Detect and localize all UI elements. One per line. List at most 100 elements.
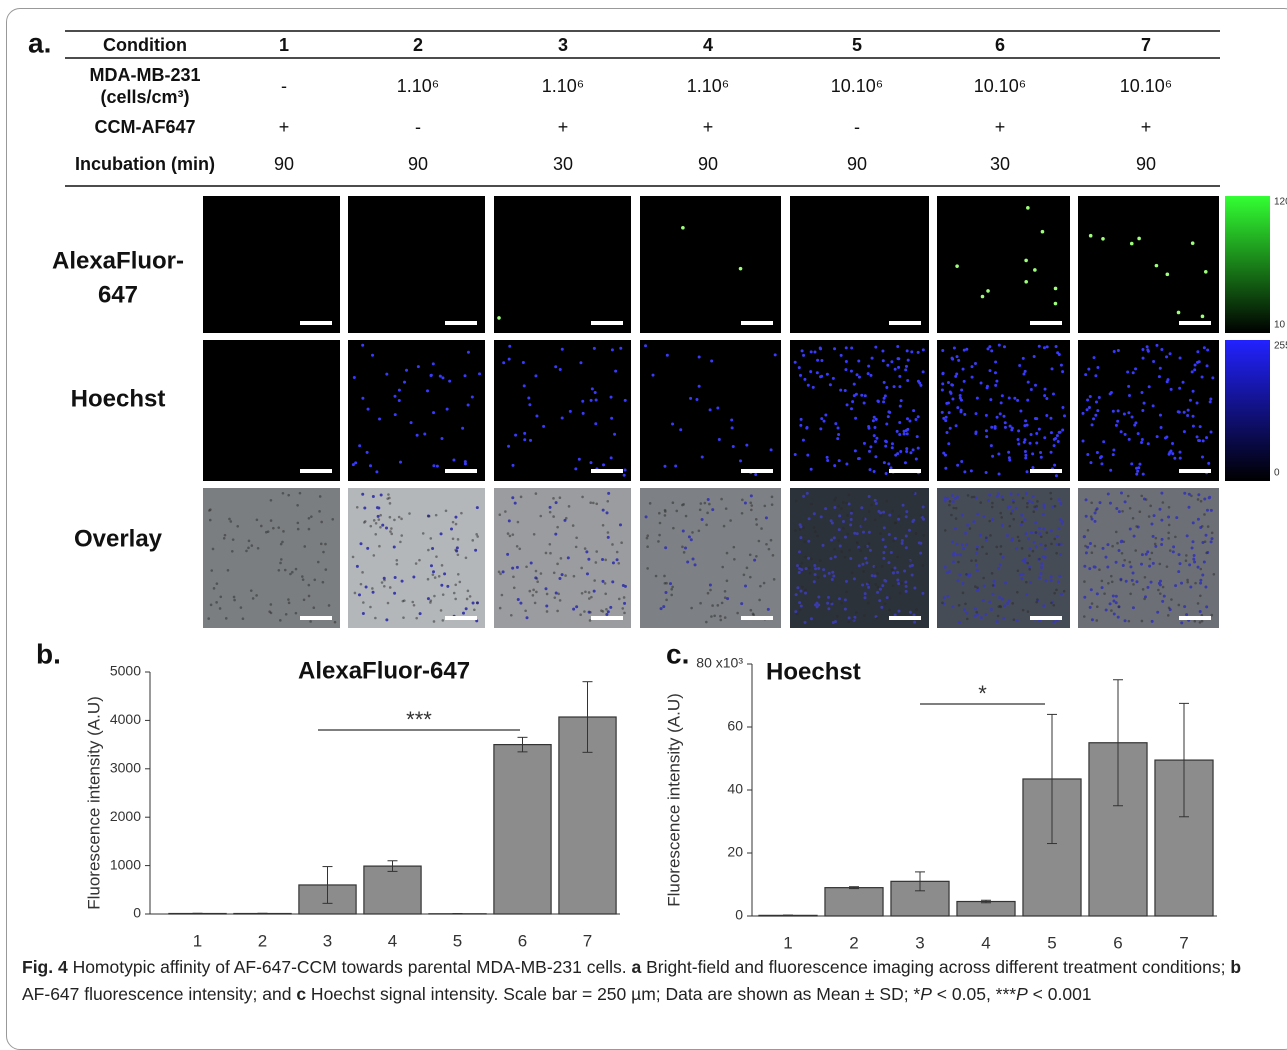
cell-dot <box>853 577 856 580</box>
cell-dot <box>281 541 284 544</box>
cell-dot <box>1129 592 1132 595</box>
cell-dot <box>578 458 581 461</box>
cell-dot <box>302 578 305 581</box>
cell-dot <box>476 506 479 509</box>
cell-dot <box>944 496 947 499</box>
table-header: 2 <box>413 35 423 55</box>
cell-dot <box>1160 519 1163 522</box>
cell-dot <box>976 397 979 400</box>
cell-dot <box>1089 542 1092 545</box>
cell-dot <box>819 347 822 350</box>
cell-dot <box>950 514 953 517</box>
cell-dot <box>850 346 853 349</box>
cell-dot <box>710 615 713 618</box>
cell-dot <box>1143 402 1146 405</box>
cell-dot <box>1196 401 1199 404</box>
cell-dot <box>1205 605 1208 608</box>
colorbar <box>1225 340 1270 481</box>
cell-dot <box>886 364 889 367</box>
table-header: 4 <box>703 35 713 55</box>
cell-dot <box>536 577 539 580</box>
cell-dot <box>303 545 306 548</box>
cell-dot <box>373 554 376 557</box>
cell-dot <box>417 365 420 368</box>
cell-dot <box>1112 449 1115 452</box>
cell-dot <box>1034 521 1037 524</box>
cell-dot <box>724 596 727 599</box>
cell-dot <box>689 397 692 400</box>
cell-dot <box>474 549 477 552</box>
cell-dot <box>536 580 539 583</box>
cell-dot <box>824 414 827 417</box>
cell-dot <box>998 473 1001 476</box>
cell-dot <box>957 561 960 564</box>
cell-dot <box>558 577 561 580</box>
cell-dot <box>398 399 401 402</box>
cell-dot <box>845 591 848 594</box>
cell-dot <box>535 591 538 594</box>
cell-dot <box>695 398 698 401</box>
cell-dot <box>911 574 914 577</box>
cell-dot <box>955 517 958 520</box>
cell-dot <box>559 599 562 602</box>
cell-dot <box>971 376 974 379</box>
cell-dot <box>1012 518 1015 521</box>
cell-dot <box>1204 540 1207 543</box>
cell-dot <box>1123 413 1126 416</box>
cell-dot <box>862 570 865 573</box>
cell-dot <box>683 551 686 554</box>
cell-dot <box>823 574 826 577</box>
cell-dot <box>1022 373 1025 376</box>
cell-dot <box>837 505 840 508</box>
cell-dot <box>617 562 620 565</box>
cell-dot <box>956 464 959 467</box>
cell-dot <box>593 579 596 582</box>
cell-dot <box>1122 564 1125 567</box>
caption: Fig. 4 Homotypic affinity of AF-647-CCM … <box>22 954 1272 1008</box>
cell-dot <box>845 360 848 363</box>
cell-dot <box>621 607 624 610</box>
cell-dot <box>1054 302 1058 306</box>
cell-dot <box>1035 531 1038 534</box>
cell-dot <box>891 442 894 445</box>
cell-dot <box>389 586 392 589</box>
cell-dot <box>979 534 982 537</box>
cell-dot <box>1013 618 1016 621</box>
cell-dot <box>850 512 853 515</box>
cell-dot <box>472 602 475 605</box>
cell-dot <box>834 620 837 623</box>
cell-dot <box>679 428 682 431</box>
cell-dot <box>952 507 955 510</box>
cell-dot <box>1171 452 1174 455</box>
cell-dot <box>705 524 708 527</box>
cell-dot <box>612 561 615 564</box>
cell-dot <box>701 518 704 521</box>
x-tick-label: 1 <box>193 931 202 950</box>
cell-dot <box>1140 441 1143 444</box>
cell-dot <box>830 538 833 541</box>
cell-dot <box>1152 535 1155 538</box>
cell-dot <box>1127 495 1130 498</box>
cell-dot <box>1126 371 1129 374</box>
cell-dot <box>1187 506 1190 509</box>
cell-dot <box>813 526 816 529</box>
cell-dot <box>856 532 859 535</box>
cell-dot <box>416 434 419 437</box>
cell-dot <box>1095 509 1098 512</box>
cell-dot <box>672 527 675 530</box>
cell-dot <box>983 585 986 588</box>
cell-dot <box>280 543 283 546</box>
cell-dot <box>733 546 736 549</box>
cell-dot <box>824 507 827 510</box>
cell-dot <box>1199 621 1202 624</box>
micrograph <box>494 196 631 333</box>
cell-dot <box>917 447 920 450</box>
cell-dot <box>1111 580 1114 583</box>
cell-dot <box>1107 582 1110 585</box>
cell-dot <box>874 575 877 578</box>
image-row-label: AlexaFluor- <box>52 247 184 274</box>
significance-label: *** <box>406 707 432 732</box>
cell-dot <box>684 546 687 549</box>
cell-dot <box>1146 586 1149 589</box>
cell-dot <box>833 506 836 509</box>
